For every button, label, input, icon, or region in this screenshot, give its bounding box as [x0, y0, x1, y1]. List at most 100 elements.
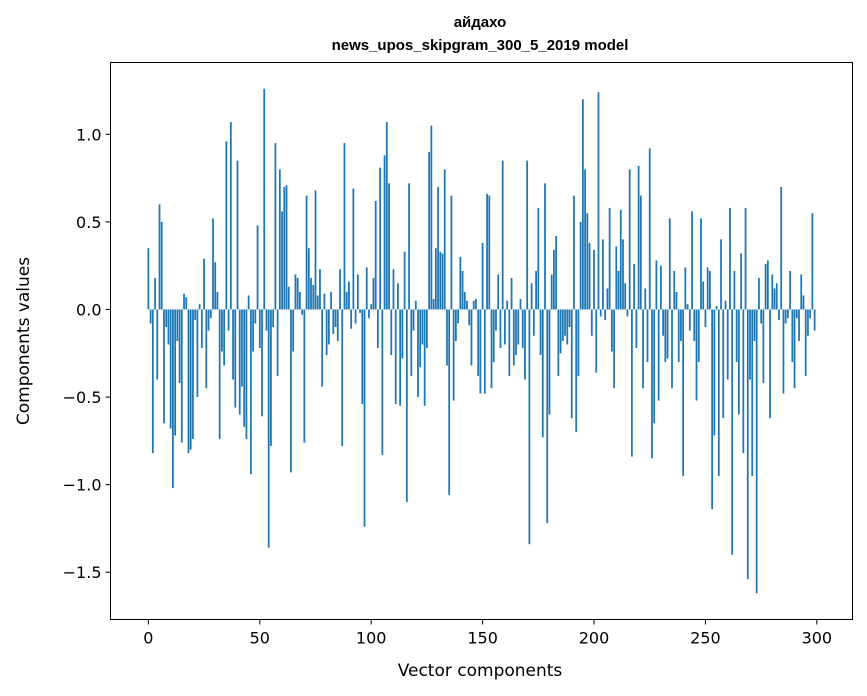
- bar: [462, 271, 464, 310]
- bar: [156, 309, 158, 379]
- bar: [511, 278, 513, 310]
- bar: [751, 309, 753, 475]
- bar: [248, 295, 250, 309]
- bar: [669, 218, 671, 309]
- bar: [217, 292, 219, 310]
- bar: [346, 292, 348, 310]
- bar: [613, 309, 615, 388]
- bar: [448, 309, 450, 495]
- bar: [731, 309, 733, 554]
- bar: [529, 309, 531, 544]
- bar: [181, 309, 183, 442]
- bar: [693, 309, 695, 341]
- bar: [787, 309, 789, 318]
- bar: [341, 309, 343, 446]
- bar: [644, 288, 646, 309]
- bar: [754, 309, 756, 341]
- bar: [640, 196, 642, 310]
- bar: [404, 252, 406, 310]
- bar: [515, 309, 517, 355]
- x-axis-ticks: 0 50 100 150 200 250 300: [143, 620, 832, 648]
- bar: [589, 243, 591, 310]
- bar: [624, 283, 626, 309]
- bar: [736, 309, 738, 362]
- bar: [611, 309, 613, 351]
- bar: [163, 309, 165, 423]
- bar: [720, 239, 722, 309]
- bar: [335, 309, 337, 327]
- bar: [257, 225, 259, 309]
- y-tick-label: 0.5: [76, 213, 101, 232]
- bar: [442, 253, 444, 309]
- bar: [475, 299, 477, 310]
- bar: [607, 288, 609, 309]
- bar: [225, 141, 227, 309]
- bar: [780, 187, 782, 310]
- bar: [812, 213, 814, 309]
- bar: [508, 309, 510, 376]
- bar: [705, 309, 707, 327]
- bar: [223, 309, 225, 365]
- bar: [413, 309, 415, 330]
- bar: [522, 309, 524, 348]
- bar: [444, 169, 446, 309]
- bar: [263, 89, 265, 310]
- bar: [422, 309, 424, 344]
- bar: [633, 264, 635, 310]
- bar: [270, 309, 272, 446]
- bar: [682, 309, 684, 475]
- bar: [208, 309, 210, 330]
- bar: [250, 309, 252, 474]
- x-tick-label: 200: [579, 629, 610, 648]
- bar: [602, 239, 604, 309]
- bar: [310, 278, 312, 310]
- bar: [406, 309, 408, 502]
- bar: [393, 269, 395, 309]
- bar: [709, 271, 711, 310]
- bar: [324, 294, 326, 310]
- bar: [379, 168, 381, 310]
- bar: [598, 92, 600, 309]
- bar: [221, 309, 223, 351]
- x-tick-label: 0: [143, 629, 153, 648]
- bar: [484, 309, 486, 393]
- bar: [381, 309, 383, 454]
- bar: [272, 309, 274, 327]
- bar: [446, 309, 448, 365]
- bar: [399, 309, 401, 405]
- bar: [604, 309, 606, 320]
- bar: [580, 222, 582, 310]
- y-axis-ticks: −1.5−1.0−0.50.00.51.0: [63, 125, 111, 582]
- bar: [408, 183, 410, 309]
- x-tick-label: 250: [690, 629, 721, 648]
- bar: [671, 309, 673, 388]
- bar: [562, 309, 564, 341]
- bar: [428, 152, 430, 310]
- bar: [183, 294, 185, 310]
- y-tick-label: −1.0: [63, 476, 102, 495]
- bar: [656, 260, 658, 309]
- bar: [803, 295, 805, 309]
- bar: [179, 309, 181, 383]
- bar: [301, 309, 303, 314]
- bar: [479, 309, 481, 393]
- bar: [758, 278, 760, 310]
- bar: [488, 196, 490, 310]
- bar: [747, 309, 749, 579]
- x-tick-label: 50: [250, 629, 270, 648]
- bar: [464, 292, 466, 310]
- bar: [702, 281, 704, 309]
- bar: [375, 201, 377, 310]
- bar: [497, 274, 499, 309]
- bar: [194, 309, 196, 320]
- bar: [698, 309, 700, 362]
- bar: [493, 309, 495, 362]
- bar: [286, 185, 288, 309]
- bar: [553, 250, 555, 310]
- bar: [535, 271, 537, 310]
- bar: [725, 301, 727, 310]
- bar: [546, 309, 548, 523]
- bar: [384, 155, 386, 309]
- bar: [713, 309, 715, 435]
- y-tick-label: −1.5: [63, 563, 102, 582]
